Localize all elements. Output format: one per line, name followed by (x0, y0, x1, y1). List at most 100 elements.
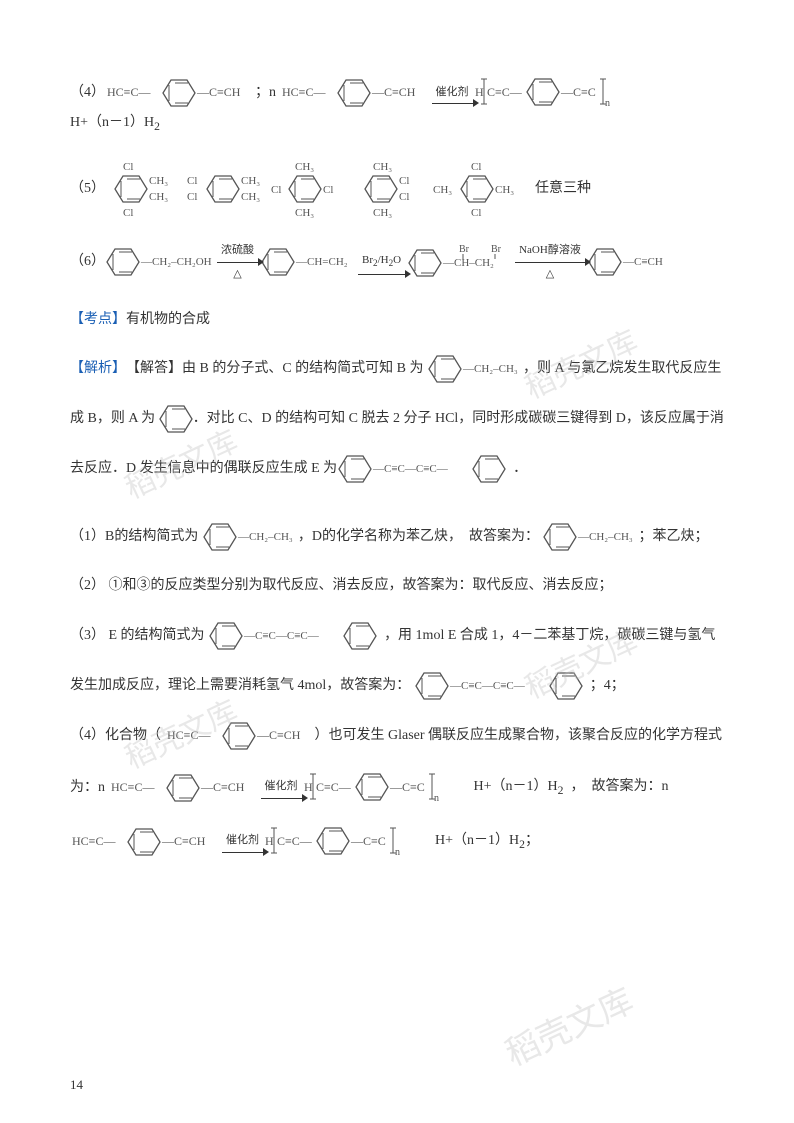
a4b: ）也可发生 Glaser 偶联反应生成聚合物，该聚合反应的化学方程式 (315, 723, 723, 750)
svg-text:—C≡C: —C≡C (350, 834, 386, 848)
ans-4c: HC≡C——C≡CH 催化剂 HC≡C——C≡Cn H+（n－1）H2； (70, 826, 734, 858)
semi: ；n (255, 80, 280, 107)
svg-text:—CH=CH₂: —CH=CH₂ (295, 256, 348, 268)
svg-text:—CH₂–CH₃: —CH₂–CH₃ (462, 363, 518, 375)
svg-text:CH₃: CH₃ (373, 207, 392, 218)
kaodian: 【考点】 有机物的合成 (70, 307, 734, 334)
ans-4b: 为：n HC≡C——C≡CH 催化剂 HC≡C——C≡Cn H+（n－1）H2 … (70, 772, 734, 804)
a4a: （4）化合物（ (70, 723, 165, 750)
ans-2: （2） ①和③的反应类型分别为取代反应、消去反应，故答案为：取代反应、消去反应； (70, 573, 734, 600)
a4d: H+（n－1）H2 ， 故答案为：n (474, 774, 669, 802)
svg-text:Cl: Cl (187, 175, 197, 187)
kaodian-tag: 【考点】 (70, 307, 126, 334)
svg-text:CH₃: CH₃ (495, 184, 514, 196)
svg-text:—C≡C—C≡C—: —C≡C—C≡C— (449, 680, 526, 692)
svg-text:Cl: Cl (187, 191, 197, 203)
a3d: ；4； (590, 673, 625, 700)
svg-text:—C≡CH: —C≡CH (371, 85, 416, 99)
arrow-cat-2: 催化剂 (261, 776, 302, 799)
svg-text:CH₃: CH₃ (241, 191, 260, 203)
tail-4: H+（n－1）H2 (70, 110, 160, 138)
mol-benzene (159, 405, 193, 433)
label-4: （4） (70, 80, 105, 107)
svg-text:—C≡CH: —C≡CH (161, 834, 206, 848)
isomer-e: CH₃ CH₃ Cl Cl (431, 160, 535, 218)
svg-text:Cl: Cl (471, 207, 481, 218)
svg-text:—CH₂–CH₃: —CH₂–CH₃ (237, 531, 293, 543)
jx-p3b: ． (513, 456, 527, 483)
svg-text:Cl: Cl (471, 161, 481, 173)
mol-diethynyl-3: HC≡C——C≡CH (165, 722, 315, 750)
mol-ethylbenzene-2: —CH₂–CH₃ (202, 523, 298, 551)
svg-text:Cl: Cl (323, 184, 333, 196)
a3b: ，用 1mol E 合成 1，4－二苯基丁烷，碳碳三键与氢气 (384, 623, 715, 650)
mol-diethynyl-4: HC≡C— —C≡CH (109, 774, 259, 802)
svg-text:Cl: Cl (399, 191, 409, 203)
a1a: （1）B的结构简式为 (70, 524, 202, 551)
jx-p1a: 由 B 的分子式、C 的结构简式可知 B 为 (182, 356, 427, 383)
a2: （2） ①和③的反应类型分别为取代反应、消去反应，故答案为：取代反应、消去反应； (70, 573, 613, 600)
svg-text:n: n (434, 793, 439, 804)
svg-text:H: H (265, 834, 274, 848)
mol-polymer: HC≡C— —C≡C n (475, 76, 645, 110)
jiexi-p3: 去反应．D 发生信息中的偶联反应生成 E 为 —C≡C—C≡C— ． (70, 455, 734, 483)
arrow-naoh: NaOH醇溶液△ (515, 240, 585, 285)
mol-e-2: —C≡C—C≡C— (414, 672, 590, 700)
isomer-d: CH₃ CH₃ Cl Cl (351, 160, 431, 218)
mol-diethynylbenzene-2: HC≡C— —C≡CH (280, 78, 430, 108)
svg-text:Cl: Cl (123, 207, 133, 218)
arrow-catalyst: 催化剂 (432, 82, 473, 105)
mol-e: —C≡C—C≡C— (208, 622, 384, 650)
jiexi-tag2: 【解答】 (126, 356, 182, 383)
mol-phch2ch2oh: —CH₂–CH₂OH (105, 247, 215, 277)
jx-p2a: 成 B，则 A 为 (70, 406, 159, 433)
mol-polymer-3: HC≡C——C≡Cn (265, 826, 435, 858)
jx-p1b: ，则 A 与氯乙烷发生取代反应生 (523, 356, 721, 383)
svg-text:—C≡CH: —C≡CH (256, 728, 301, 742)
arrow-cat-3: 催化剂 (222, 830, 263, 853)
jx-p3a: 去反应．D 发生信息中的偶联反应生成 E 为 (70, 456, 337, 483)
watermark: 稻壳文库 (496, 974, 640, 1076)
svg-text:CH₃: CH₃ (373, 161, 392, 173)
jiexi-p2: 成 B，则 A 为 ．对比 C、D 的结构可知 C 脱去 2 分子 HCl，同时… (70, 405, 734, 433)
svg-text:CH₃: CH₃ (295, 207, 314, 218)
svg-text:n: n (605, 98, 610, 109)
ans-4a: （4）化合物（ HC≡C——C≡CH ）也可发生 Glaser 偶联反应生成聚合… (70, 722, 734, 750)
svg-text:—C≡C—C≡C—: —C≡C—C≡C— (243, 630, 320, 642)
svg-text:HC≡C—: HC≡C— (111, 780, 155, 794)
mol-styrene: —CH=CH₂ (260, 247, 356, 277)
label-5: （5） (70, 176, 105, 203)
svg-text:HC≡C—: HC≡C— (107, 85, 151, 99)
svg-text:CH₃: CH₃ (295, 161, 314, 173)
ans-3a: （3） E 的结构简式为 —C≡C—C≡C— ，用 1mol E 合成 1，4－… (70, 622, 734, 650)
svg-text:—CH–CH₂: —CH–CH₂ (442, 257, 494, 269)
svg-text:H: H (304, 780, 313, 794)
svg-text:C≡C—: C≡C— (277, 834, 313, 848)
jiexi-tag: 【解析】 (70, 356, 126, 383)
ans-1: （1）B的结构简式为 —CH₂–CH₃ ，D的化学名称为苯乙炔， 故答案为： —… (70, 523, 734, 551)
ans-3b: 发生加成反应，理论上需要消耗氢气 4mol，故答案为： —C≡C—C≡C— ；4… (70, 672, 734, 700)
svg-text:Cl: Cl (399, 175, 409, 187)
svg-text:H: H (475, 85, 484, 99)
page-number: 14 (70, 1077, 83, 1093)
kaodian-text: 有机物的合成 (126, 307, 210, 334)
mol-ethylbenzene-3: —CH₂–CH₃ (542, 523, 638, 551)
svg-text:C≡C—: C≡C— (487, 85, 523, 99)
item-4: （4） HC≡C——C≡CH ；n HC≡C——C≡CH 催化剂 HC≡C——C… (70, 76, 734, 138)
isomer-a: ClClCH₃CH₃ (105, 160, 185, 218)
tail-5: 任意三种 (535, 176, 591, 203)
arrow-h2so4: 浓硫酸△ (217, 240, 258, 285)
a1c: ；苯乙炔； (638, 524, 708, 551)
svg-text:Cl: Cl (123, 161, 133, 173)
label-6: （6） (70, 249, 105, 276)
mol-ethylbenzene: —CH₂–CH₃ (427, 355, 523, 383)
svg-text:—C≡CH: —C≡CH (200, 780, 245, 794)
svg-text:C≡C—: C≡C— (316, 780, 352, 794)
mol-polymer-2: HC≡C——C≡Cn (304, 772, 474, 804)
svg-text:Br: Br (491, 244, 502, 255)
svg-text:HC≡C—: HC≡C— (282, 85, 326, 99)
svg-text:—CH₂–CH₂OH: —CH₂–CH₂OH (140, 256, 212, 268)
item-5: （5） Cl Cl CH₃ CH₃ Cl Cl CH₃ CH₃ Cl Cl CH₃ CH₃ CH₃… (70, 160, 734, 218)
svg-text:CH₃: CH₃ (433, 184, 452, 196)
svg-text:—C≡C: —C≡C (560, 85, 596, 99)
